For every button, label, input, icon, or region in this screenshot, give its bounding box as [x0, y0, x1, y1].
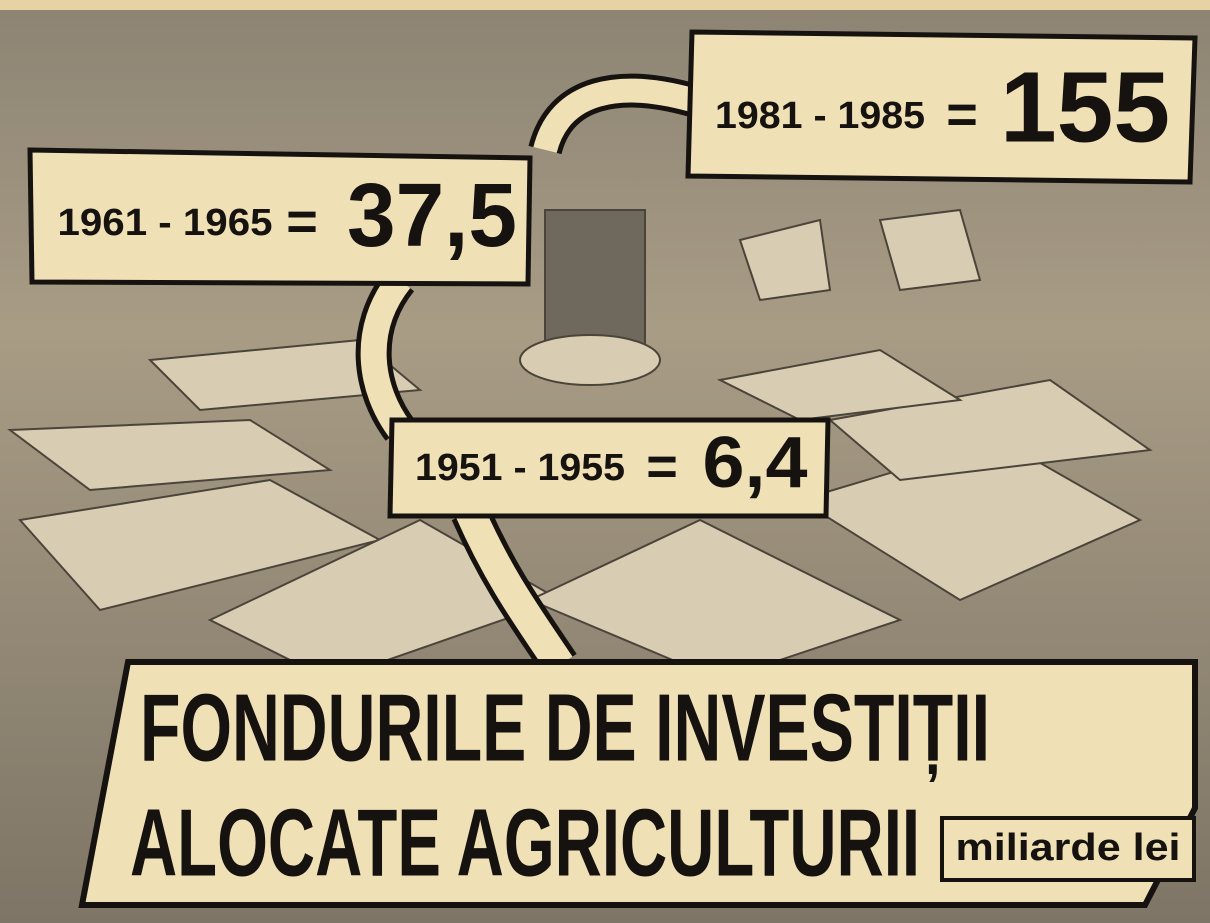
title-line: FONDURILE DE INVESTIȚII: [140, 674, 990, 781]
value: 155: [1000, 51, 1170, 163]
period: 1981 - 1985: [715, 95, 925, 137]
infographic: 1981 - 1985 = 155 1961 - 1965 = 37,5 195…: [0, 0, 1210, 923]
value: 6,4: [703, 423, 808, 503]
callout-1961: 1961 - 1965 = 37,5: [30, 150, 530, 284]
unit-label: miliarde lei: [956, 827, 1181, 869]
title-line: ALOCATE AGRICULTURII: [130, 789, 920, 896]
value: 37,5: [347, 166, 517, 266]
equals: =: [946, 84, 978, 144]
period: 1961 - 1965: [58, 202, 273, 244]
equals: =: [646, 436, 678, 496]
equals: =: [286, 191, 318, 251]
period: 1951 - 1955: [415, 447, 625, 489]
callout-1951: 1951 - 1955 = 6,4: [390, 420, 828, 516]
title-banner: FONDURILE DE INVESTIȚII ALOCATE AGRICULT…: [82, 662, 1195, 905]
callout-1981: 1981 - 1985 = 155: [688, 32, 1195, 182]
